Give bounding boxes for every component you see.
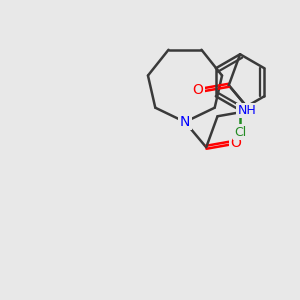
Text: NH: NH bbox=[238, 104, 256, 117]
Text: O: O bbox=[230, 136, 241, 150]
Text: O: O bbox=[193, 82, 204, 97]
Text: N: N bbox=[180, 115, 190, 129]
Text: Cl: Cl bbox=[234, 126, 246, 139]
